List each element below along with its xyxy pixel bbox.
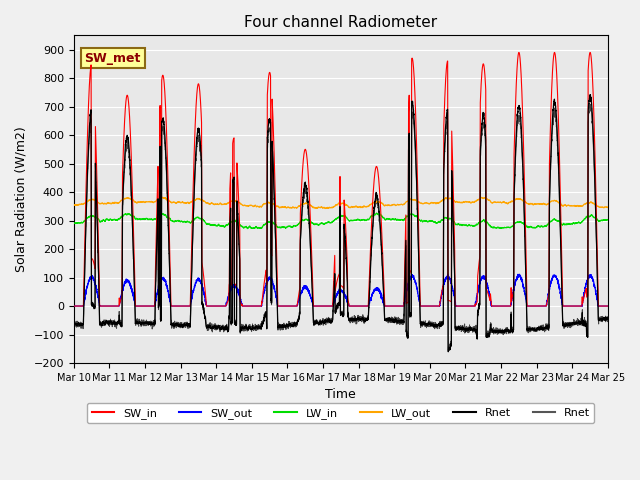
X-axis label: Time: Time xyxy=(326,388,356,401)
Title: Four channel Radiometer: Four channel Radiometer xyxy=(244,15,437,30)
Text: SW_met: SW_met xyxy=(84,51,141,64)
Y-axis label: Solar Radiation (W/m2): Solar Radiation (W/m2) xyxy=(15,126,28,272)
Legend: SW_in, SW_out, LW_in, LW_out, Rnet, Rnet: SW_in, SW_out, LW_in, LW_out, Rnet, Rnet xyxy=(87,403,595,423)
